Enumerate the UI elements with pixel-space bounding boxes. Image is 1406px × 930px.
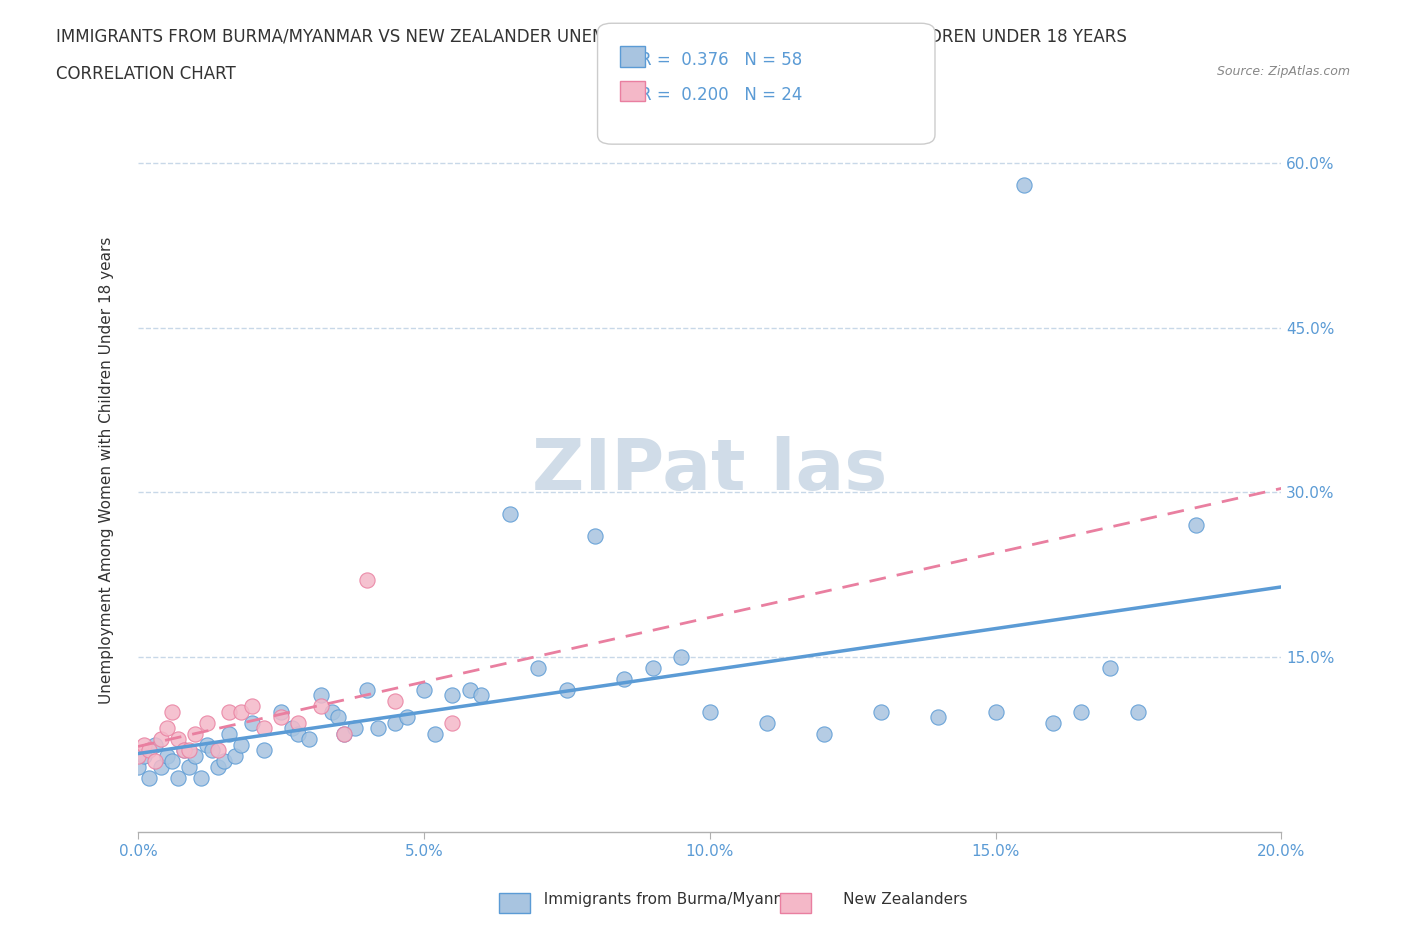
Point — [173, 743, 195, 758]
Text: CORRELATION CHART: CORRELATION CHART — [56, 65, 236, 83]
Point — [253, 743, 276, 758]
Point — [162, 704, 184, 719]
Point — [333, 726, 356, 741]
Point — [143, 737, 166, 752]
Point — [179, 759, 201, 774]
Point — [298, 732, 321, 747]
Text: R =  0.376   N = 58: R = 0.376 N = 58 — [640, 51, 801, 69]
Point — [132, 748, 155, 763]
Point — [155, 748, 177, 763]
Point — [356, 573, 378, 588]
Point — [870, 704, 893, 719]
Point — [270, 704, 292, 719]
Point — [333, 726, 356, 741]
Point — [384, 693, 406, 708]
Point — [384, 715, 406, 730]
Point — [155, 721, 177, 736]
Point — [441, 715, 464, 730]
Point — [441, 688, 464, 703]
Point — [287, 715, 309, 730]
Point — [127, 748, 149, 763]
Point — [1070, 704, 1092, 719]
Point — [195, 715, 218, 730]
Point — [218, 704, 240, 719]
Point — [555, 683, 578, 698]
Point — [149, 759, 172, 774]
Point — [1128, 704, 1150, 719]
Point — [1098, 660, 1121, 675]
Point — [218, 726, 240, 741]
Point — [167, 770, 190, 785]
Point — [253, 721, 276, 736]
Point — [195, 737, 218, 752]
Point — [321, 704, 343, 719]
Point — [179, 743, 201, 758]
Point — [184, 726, 207, 741]
Point — [224, 748, 246, 763]
Point — [207, 743, 229, 758]
Point — [344, 721, 367, 736]
Point — [613, 671, 636, 686]
Point — [527, 660, 550, 675]
Point — [281, 721, 304, 736]
Point — [127, 759, 149, 774]
Point — [149, 732, 172, 747]
Point — [1012, 178, 1035, 193]
Point — [138, 743, 160, 758]
Point — [669, 649, 692, 664]
Point — [412, 683, 434, 698]
Point — [326, 710, 349, 724]
Point — [425, 726, 447, 741]
Point — [229, 704, 252, 719]
Point — [927, 710, 949, 724]
Point — [162, 753, 184, 768]
Point — [229, 737, 252, 752]
Point — [699, 704, 721, 719]
Point — [167, 732, 190, 747]
Point — [173, 743, 195, 758]
Point — [240, 715, 263, 730]
Point — [207, 759, 229, 774]
Point — [201, 743, 224, 758]
Point — [212, 753, 235, 768]
Y-axis label: Unemployment Among Women with Children Under 18 years: Unemployment Among Women with Children U… — [100, 236, 114, 704]
Point — [1042, 715, 1064, 730]
Point — [240, 698, 263, 713]
Point — [583, 528, 606, 543]
Text: Immigrants from Burma/Myanmar        New Zealanders: Immigrants from Burma/Myanmar New Zealan… — [534, 892, 967, 907]
Point — [395, 710, 418, 724]
Point — [367, 721, 389, 736]
Point — [190, 770, 212, 785]
Point — [984, 704, 1007, 719]
Point — [813, 726, 835, 741]
Point — [458, 683, 481, 698]
Point — [309, 688, 332, 703]
Point — [356, 683, 378, 698]
Point — [641, 660, 664, 675]
Point — [755, 715, 778, 730]
Point — [309, 698, 332, 713]
Point — [270, 710, 292, 724]
Text: ZIPat las: ZIPat las — [531, 435, 887, 505]
Point — [184, 748, 207, 763]
Point — [132, 737, 155, 752]
Text: Source: ZipAtlas.com: Source: ZipAtlas.com — [1216, 65, 1350, 78]
Point — [143, 753, 166, 768]
Point — [470, 688, 492, 703]
Point — [1184, 518, 1206, 533]
Text: R =  0.200   N = 24: R = 0.200 N = 24 — [640, 86, 801, 103]
Point — [498, 507, 520, 522]
Point — [287, 726, 309, 741]
Point — [138, 770, 160, 785]
Text: IMMIGRANTS FROM BURMA/MYANMAR VS NEW ZEALANDER UNEMPLOYMENT AMONG WOMEN WITH CHI: IMMIGRANTS FROM BURMA/MYANMAR VS NEW ZEA… — [56, 28, 1128, 46]
